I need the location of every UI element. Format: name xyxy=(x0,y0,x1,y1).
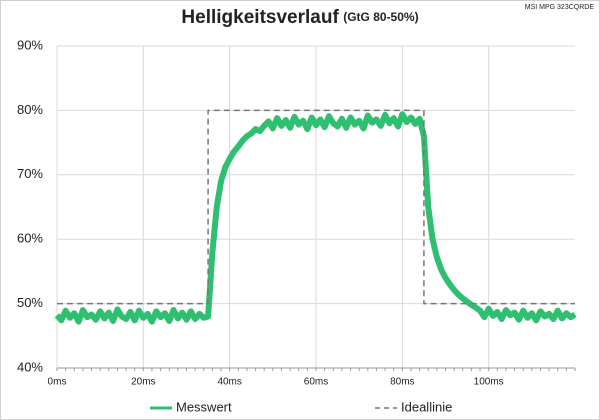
chart-title: Helligkeitsverlauf (GtG 80-50%) xyxy=(181,7,418,28)
measured-line xyxy=(54,111,577,325)
y-tick-label: 50% xyxy=(17,295,43,310)
y-tick-label: 90% xyxy=(17,37,43,52)
x-tick-label: 40ms xyxy=(217,377,241,388)
y-tick-label: 80% xyxy=(17,102,43,117)
title: Helligkeitsverlauf xyxy=(181,7,339,28)
y-tick-label: 40% xyxy=(17,359,43,374)
y-tick-label: 70% xyxy=(17,166,43,181)
legend-label: Ideallinie xyxy=(401,399,452,414)
x-tick-label: 20ms xyxy=(131,377,155,388)
legend-label: Messwert xyxy=(176,399,232,414)
x-tick-label: 0ms xyxy=(48,377,67,388)
y-tick-label: 60% xyxy=(17,231,43,246)
annotation: MSI MPG 323CQRDE xyxy=(525,4,595,11)
x-tick-label: 100ms xyxy=(474,377,504,388)
x-tick-label: 80ms xyxy=(390,377,414,388)
x-tick-label: 60ms xyxy=(304,377,328,388)
ideal-line xyxy=(57,109,575,305)
subtitle: (GtG 80-50%) xyxy=(343,10,418,24)
